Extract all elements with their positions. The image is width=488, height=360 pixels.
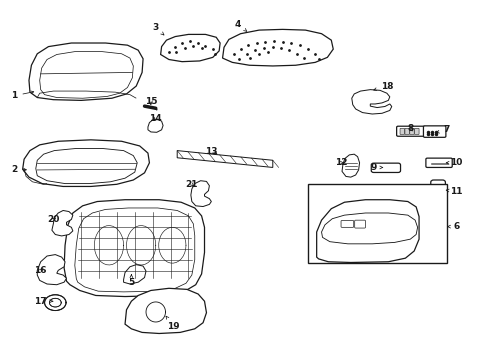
Text: 20: 20: [47, 215, 60, 224]
FancyBboxPatch shape: [340, 221, 353, 227]
Polygon shape: [22, 140, 149, 186]
FancyBboxPatch shape: [425, 158, 451, 167]
Text: 17: 17: [34, 297, 53, 306]
Circle shape: [49, 298, 61, 307]
Text: 5: 5: [128, 275, 134, 287]
Text: 4: 4: [235, 19, 246, 31]
Text: 13: 13: [204, 147, 217, 156]
Polygon shape: [37, 255, 66, 285]
Polygon shape: [190, 181, 211, 207]
FancyBboxPatch shape: [399, 129, 404, 134]
Text: 1: 1: [11, 91, 34, 100]
Text: 9: 9: [370, 163, 382, 172]
Polygon shape: [125, 288, 206, 333]
Polygon shape: [316, 200, 418, 262]
Text: 19: 19: [166, 316, 180, 331]
Text: 16: 16: [34, 266, 47, 275]
FancyBboxPatch shape: [409, 129, 413, 134]
Polygon shape: [222, 30, 332, 66]
Text: 8: 8: [407, 123, 412, 132]
Text: 11: 11: [446, 187, 462, 196]
Polygon shape: [177, 150, 272, 167]
Text: 21: 21: [185, 180, 198, 189]
FancyBboxPatch shape: [354, 220, 365, 228]
Polygon shape: [148, 119, 163, 132]
FancyBboxPatch shape: [423, 126, 445, 137]
Polygon shape: [64, 200, 204, 297]
FancyBboxPatch shape: [404, 129, 408, 134]
Bar: [307, 184, 446, 263]
Polygon shape: [123, 265, 146, 284]
Polygon shape: [351, 90, 391, 114]
Polygon shape: [146, 302, 165, 322]
Text: 14: 14: [149, 114, 162, 123]
Text: 2: 2: [11, 165, 26, 174]
Text: 12: 12: [334, 158, 346, 167]
Text: 15: 15: [144, 97, 157, 106]
FancyBboxPatch shape: [370, 163, 400, 172]
Circle shape: [44, 295, 66, 311]
Polygon shape: [341, 154, 359, 177]
Polygon shape: [52, 211, 73, 236]
Text: 3: 3: [152, 23, 163, 35]
FancyBboxPatch shape: [396, 126, 424, 136]
FancyBboxPatch shape: [430, 180, 445, 197]
Polygon shape: [29, 43, 143, 100]
Text: 18: 18: [373, 82, 392, 91]
Polygon shape: [160, 35, 220, 62]
FancyBboxPatch shape: [414, 129, 418, 134]
Text: 6: 6: [447, 222, 459, 231]
Text: 10: 10: [446, 158, 462, 167]
Text: 7: 7: [436, 125, 449, 134]
